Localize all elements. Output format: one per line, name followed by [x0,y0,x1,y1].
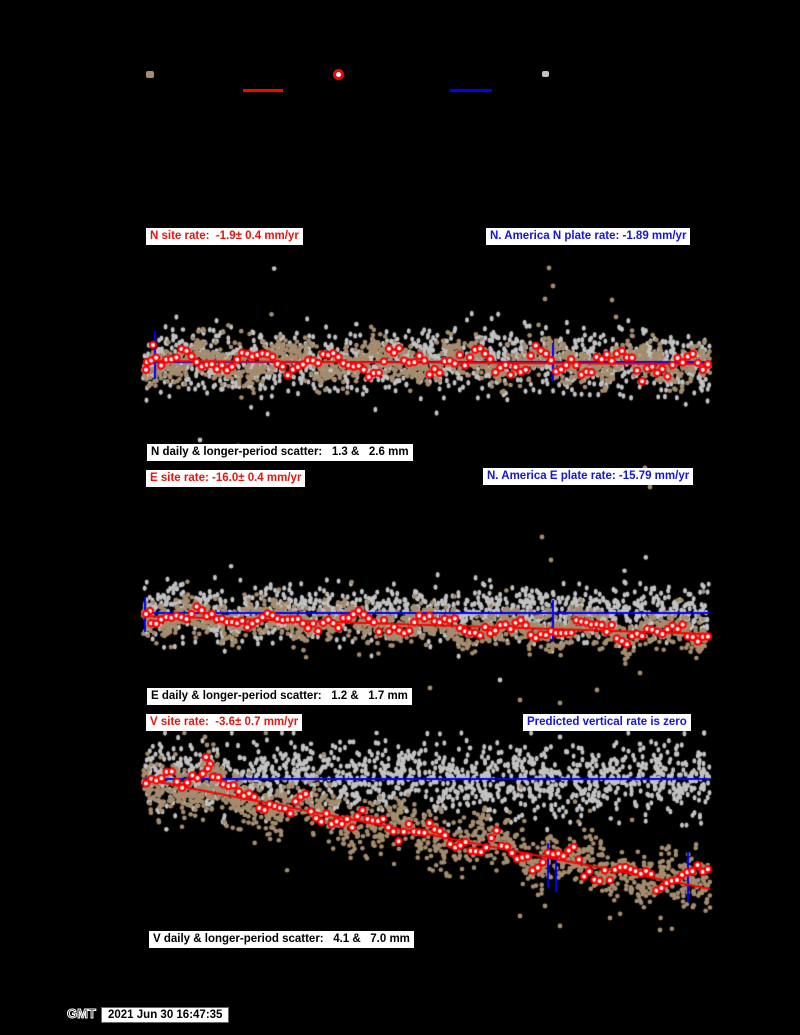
legend-red-median-circle-icon [333,69,344,80]
legend-tan-point-icon [146,71,154,78]
v-scatter-stats-label: V daily & longer-period scatter: 4.1 & 7… [149,931,414,948]
e-plate-rate-label: N. America E plate rate: -15.79 mm/yr [483,468,694,485]
legend-blue-plate-line-icon [450,89,492,92]
e-site-rate-label: E site rate: -16.0± 0.4 mm/yr [146,470,306,487]
gmt-logo-icon: GMT [67,1006,97,1022]
legend-gray-point-icon [542,71,549,77]
n-scatter-stats-label: N daily & longer-period scatter: 1.3 & 2… [147,444,413,461]
svg-text:GMT: GMT [67,1006,96,1021]
e-scatter-stats-label: E daily & longer-period scatter: 1.2 & 1… [147,688,412,705]
timestamp: 2021 Jun 30 16:47:35 [101,1007,230,1023]
n-plate-rate-label: N. America N plate rate: -1.89 mm/yr [486,228,691,245]
v-plate-rate-label: Predicted vertical rate is zero [523,714,691,731]
legend-red-trend-line-icon [243,89,283,92]
gmt-logo: GMT [66,1004,104,1029]
n-site-rate-label: N site rate: -1.9± 0.4 mm/yr [146,228,303,245]
v-site-rate-label: V site rate: -3.6± 0.7 mm/yr [146,714,303,731]
